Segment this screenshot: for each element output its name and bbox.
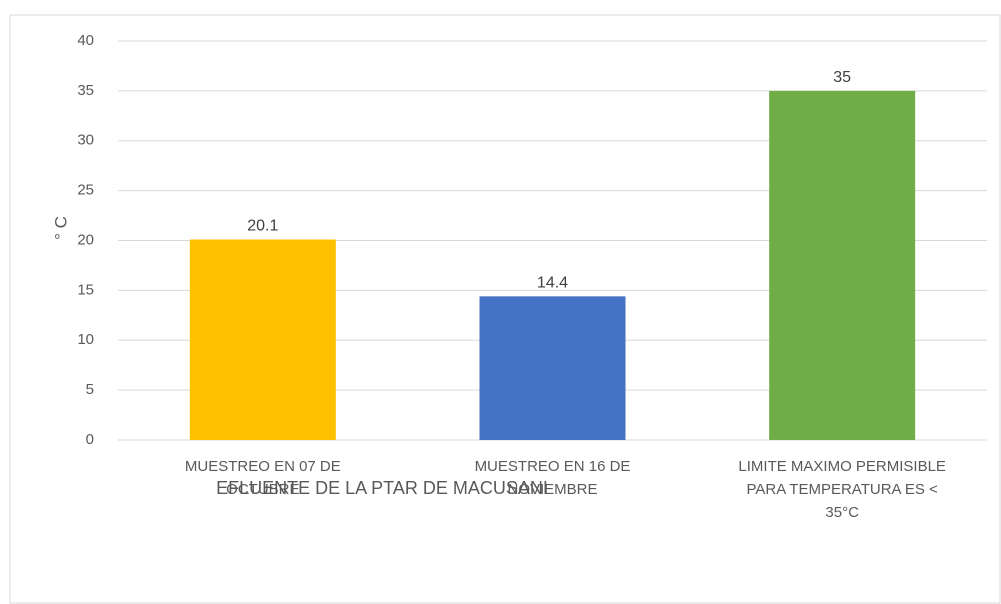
value-label: 35 (833, 69, 851, 86)
y-tick-label: 40 (77, 32, 94, 49)
x-tick-label: MUESTREO EN 16 DE NOVIEMBRE (475, 458, 631, 498)
x-tick-label: LIMITE MAXIMO PERMISIBLE PARA TEMPERATURA… (738, 458, 946, 521)
y-tick-label: 0 (86, 431, 94, 448)
x-tick-label: MUESTREO EN 07 DE OCTUBRE (185, 458, 341, 498)
y-tick-label: 25 (77, 182, 94, 199)
value-label: 20.1 (247, 218, 278, 235)
y-tick-label: 35 (77, 82, 94, 99)
bar (769, 90, 916, 440)
y-tick-label: 15 (77, 281, 94, 298)
x-axis-title: EFLUENTE DE LA PTAR DE MACUSANI (216, 478, 548, 498)
y-axis-title: ° C (51, 216, 70, 240)
bar (479, 296, 626, 440)
y-tick-label: 20 (77, 231, 94, 248)
value-label: 14.4 (537, 275, 568, 292)
bar (189, 239, 336, 440)
y-tick-label: 5 (86, 381, 94, 398)
y-tick-label: 10 (77, 331, 94, 348)
y-tick-label: 30 (77, 132, 94, 149)
